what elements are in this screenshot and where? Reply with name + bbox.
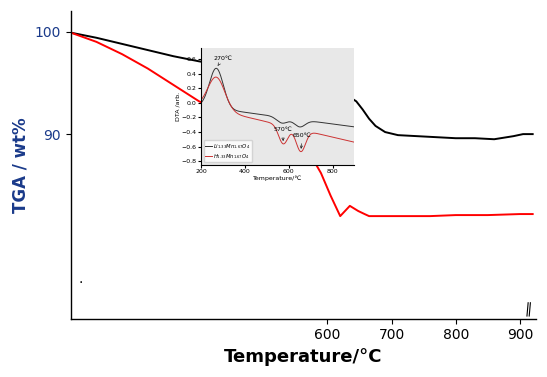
Y-axis label: TGA / wt%: TGA / wt% xyxy=(11,117,29,213)
Text: ·: · xyxy=(78,276,83,290)
X-axis label: Temperature/°C: Temperature/°C xyxy=(224,348,382,366)
